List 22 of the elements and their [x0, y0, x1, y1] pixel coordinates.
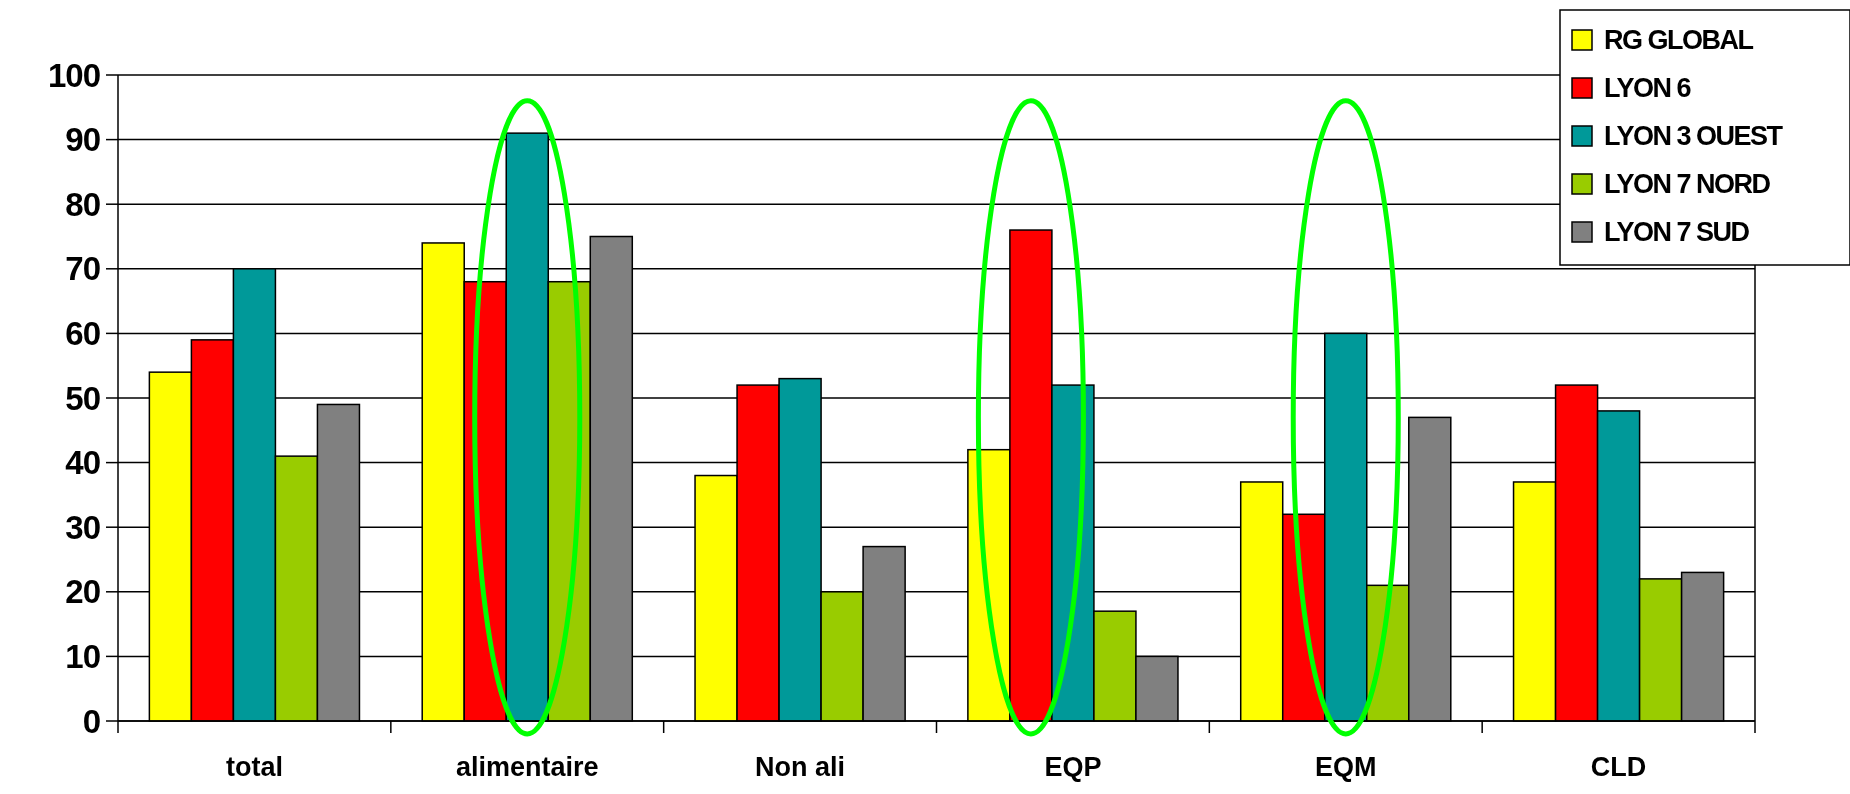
x-tick-label: EQM — [1314, 752, 1377, 782]
legend-label: LYON 6 — [1604, 73, 1692, 104]
legend-label: LYON 3 OUEST — [1604, 121, 1784, 152]
y-tick-label: 10 — [65, 637, 100, 675]
y-tick-label: 0 — [82, 702, 100, 740]
y-tick-label: 70 — [65, 250, 100, 288]
x-tick-label: alimentaire — [455, 752, 599, 782]
x-tick-label: Non ali — [755, 752, 846, 782]
y-tick-label: 60 — [65, 314, 100, 352]
y-tick-label: 90 — [65, 121, 100, 159]
x-tick-label: total — [225, 752, 283, 782]
y-tick-label: 30 — [65, 508, 100, 546]
y-tick-label: 50 — [65, 379, 100, 417]
y-tick-label: 40 — [65, 444, 100, 482]
legend-label: RG GLOBAL — [1604, 25, 1754, 56]
y-tick-label: 100 — [47, 56, 100, 94]
legend-label: LYON 7 NORD — [1604, 169, 1771, 200]
y-tick-label: 20 — [65, 573, 100, 611]
y-tick-label: 80 — [65, 185, 100, 223]
legend-label: LYON 7 SUD — [1604, 217, 1750, 248]
x-tick-label: EQP — [1044, 752, 1102, 782]
x-tick-label: CLD — [1590, 752, 1647, 782]
